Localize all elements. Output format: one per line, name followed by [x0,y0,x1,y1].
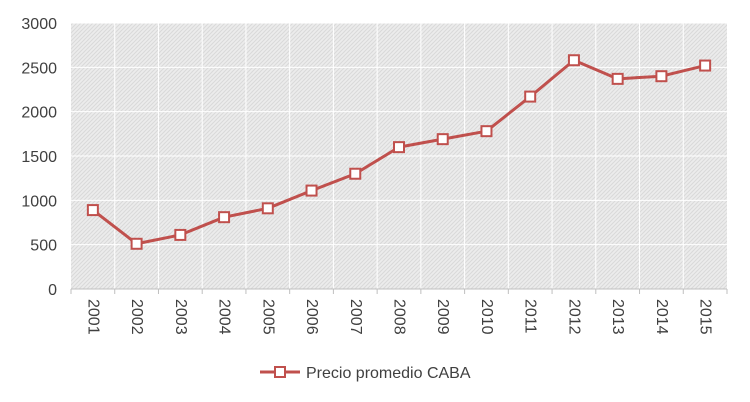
data-point [524,90,537,103]
x-tick-label: 2010 [478,299,495,335]
data-point [305,184,318,197]
data-point [699,59,712,72]
y-tick-label: 1500 [21,149,57,166]
x-tick-label: 2014 [653,299,670,335]
x-tick-label: 2005 [259,299,276,335]
y-tick-label: 500 [30,238,57,255]
data-point [611,72,624,85]
y-tick-label: 1000 [21,193,57,210]
y-tick-label: 2000 [21,105,57,122]
x-tick-label: 2001 [84,299,101,335]
data-point [349,167,362,180]
x-tick-label: 2002 [128,299,145,335]
data-point [130,237,143,250]
data-point [480,125,493,138]
x-tick-label: 2003 [172,299,189,335]
x-tick-label: 2004 [216,299,233,335]
y-tick-label: 0 [48,282,57,299]
legend-label: Precio promedio CABA [306,365,471,382]
x-tick-label: 2006 [303,299,320,335]
x-tick-label: 2015 [697,299,714,335]
series-layer [86,54,712,250]
legend: Precio promedio CABA [260,365,471,382]
axes: 0 500 1000 1500 2000 2500 3000 2001 2002 2003 2004… [21,16,728,335]
y-tick-label: 2500 [21,60,57,77]
x-tick-label: 2013 [609,299,626,335]
gridlines [71,22,727,289]
data-point [567,54,580,67]
x-tick-label: 2011 [522,299,539,334]
data-point [86,204,99,217]
data-point [655,70,668,83]
legend-marker [274,366,286,378]
data-point [393,141,405,154]
x-tick-label: 2007 [347,299,364,335]
x-tick-label: 2009 [434,299,451,335]
data-point [261,202,274,215]
data-point [174,228,187,241]
x-tick-label: 2012 [565,299,582,335]
data-point [218,211,231,224]
data-point [436,133,449,146]
y-tick-label: 3000 [21,16,57,33]
x-tick-label: 2008 [391,299,408,335]
